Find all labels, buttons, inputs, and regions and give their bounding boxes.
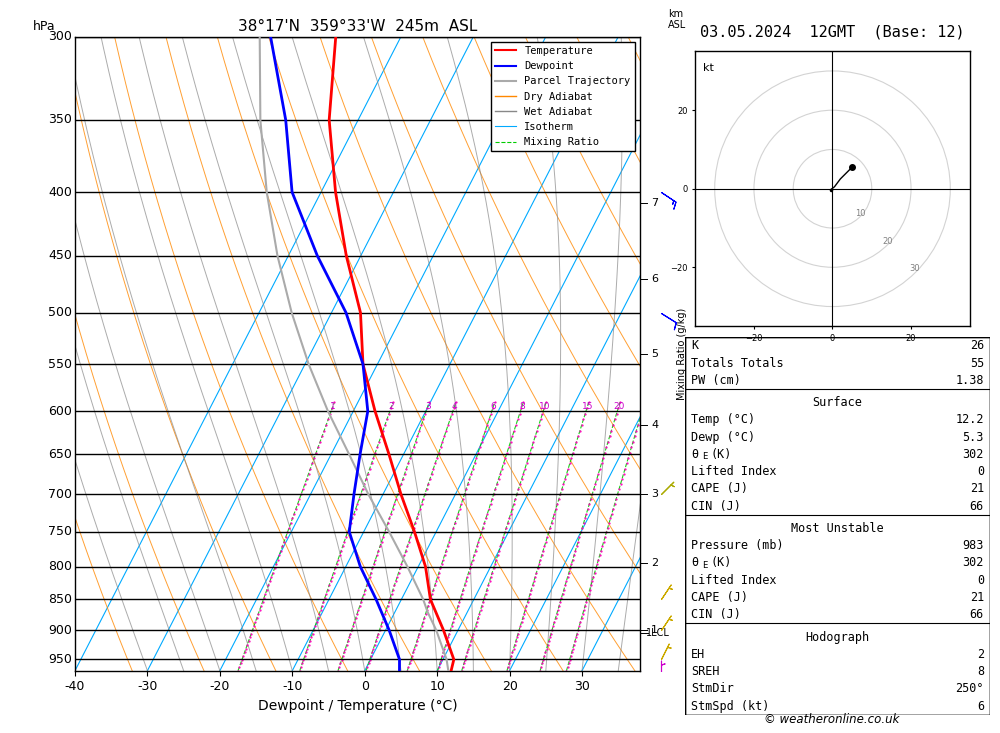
Title: 38°17'N  359°33'W  245m  ASL: 38°17'N 359°33'W 245m ASL	[238, 19, 477, 34]
Text: Lifted Index: Lifted Index	[691, 465, 777, 478]
Text: 0: 0	[977, 574, 984, 586]
Text: PW (cm): PW (cm)	[691, 374, 741, 387]
Text: Dewp (°C): Dewp (°C)	[691, 431, 755, 443]
Text: Totals Totals: Totals Totals	[691, 356, 784, 369]
Text: CIN (J): CIN (J)	[691, 500, 741, 512]
Text: 66: 66	[970, 608, 984, 621]
Text: km
ASL: km ASL	[668, 9, 686, 30]
Text: 7: 7	[651, 198, 658, 207]
Text: 4: 4	[651, 420, 658, 430]
Text: 1LCL: 1LCL	[646, 628, 670, 638]
Text: Pressure (mb): Pressure (mb)	[691, 539, 784, 552]
Text: K: K	[691, 339, 698, 353]
Text: 983: 983	[963, 539, 984, 552]
Text: 950: 950	[48, 653, 72, 666]
Text: 400: 400	[48, 185, 72, 199]
Text: 12.2: 12.2	[955, 413, 984, 427]
Text: 302: 302	[963, 448, 984, 461]
Text: 20: 20	[613, 402, 624, 411]
Text: 302: 302	[963, 556, 984, 570]
Text: 0: 0	[977, 465, 984, 478]
Text: CAPE (J): CAPE (J)	[691, 591, 748, 604]
Text: Hodograph: Hodograph	[805, 630, 870, 644]
Text: 700: 700	[48, 488, 72, 501]
Text: 8: 8	[977, 665, 984, 678]
Text: kt: kt	[703, 63, 714, 73]
Text: 8: 8	[519, 402, 525, 411]
Text: 250°: 250°	[955, 682, 984, 696]
Text: Most Unstable: Most Unstable	[791, 522, 884, 535]
Text: 800: 800	[48, 560, 72, 573]
Text: 5: 5	[651, 349, 658, 359]
Text: 1: 1	[330, 402, 336, 411]
Legend: Temperature, Dewpoint, Parcel Trajectory, Dry Adiabat, Wet Adiabat, Isotherm, Mi: Temperature, Dewpoint, Parcel Trajectory…	[491, 42, 635, 152]
Text: 5.3: 5.3	[963, 431, 984, 443]
Text: 2: 2	[651, 559, 658, 568]
Text: E: E	[702, 452, 707, 462]
Text: Lifted Index: Lifted Index	[691, 574, 777, 586]
Text: E: E	[702, 561, 707, 570]
Text: θ: θ	[691, 448, 698, 461]
Text: 900: 900	[48, 624, 72, 637]
Text: 500: 500	[48, 306, 72, 319]
Text: 1: 1	[651, 625, 658, 636]
Text: 21: 21	[970, 591, 984, 604]
Text: 450: 450	[48, 249, 72, 262]
Text: 3: 3	[651, 490, 658, 499]
Text: 4: 4	[452, 402, 457, 411]
Text: Mixing Ratio (g/kg): Mixing Ratio (g/kg)	[677, 308, 687, 399]
Text: 15: 15	[582, 402, 593, 411]
Text: StmSpd (kt): StmSpd (kt)	[691, 699, 769, 712]
Text: 6: 6	[651, 274, 658, 284]
Text: 03.05.2024  12GMT  (Base: 12): 03.05.2024 12GMT (Base: 12)	[700, 24, 964, 39]
Text: 1.38: 1.38	[955, 374, 984, 387]
Text: (K): (K)	[711, 556, 732, 570]
Text: 350: 350	[48, 114, 72, 126]
Text: CAPE (J): CAPE (J)	[691, 482, 748, 496]
Text: 600: 600	[48, 405, 72, 418]
Text: © weatheronline.co.uk: © weatheronline.co.uk	[764, 712, 900, 726]
Text: SREH: SREH	[691, 665, 720, 678]
Text: θ: θ	[691, 556, 698, 570]
Text: 6: 6	[490, 402, 496, 411]
Text: 650: 650	[48, 448, 72, 461]
Text: 550: 550	[48, 358, 72, 371]
Text: 66: 66	[970, 500, 984, 512]
Text: (K): (K)	[711, 448, 732, 461]
Text: 55: 55	[970, 356, 984, 369]
Text: 750: 750	[48, 526, 72, 538]
Text: CIN (J): CIN (J)	[691, 608, 741, 621]
Text: 30: 30	[910, 264, 920, 273]
Text: 21: 21	[970, 482, 984, 496]
Text: 850: 850	[48, 593, 72, 606]
Text: 3: 3	[425, 402, 431, 411]
Text: 26: 26	[970, 339, 984, 353]
Text: 2: 2	[977, 648, 984, 661]
Text: 300: 300	[48, 30, 72, 43]
Text: 10: 10	[855, 209, 865, 218]
Text: 2: 2	[389, 402, 394, 411]
Text: Surface: Surface	[813, 396, 862, 409]
Text: 6: 6	[977, 699, 984, 712]
Text: 20: 20	[882, 237, 893, 246]
Text: hPa: hPa	[33, 21, 55, 33]
Text: Temp (°C): Temp (°C)	[691, 413, 755, 427]
X-axis label: Dewpoint / Temperature (°C): Dewpoint / Temperature (°C)	[258, 699, 457, 713]
Text: StmDir: StmDir	[691, 682, 734, 696]
Text: EH: EH	[691, 648, 705, 661]
Text: 10: 10	[539, 402, 550, 411]
